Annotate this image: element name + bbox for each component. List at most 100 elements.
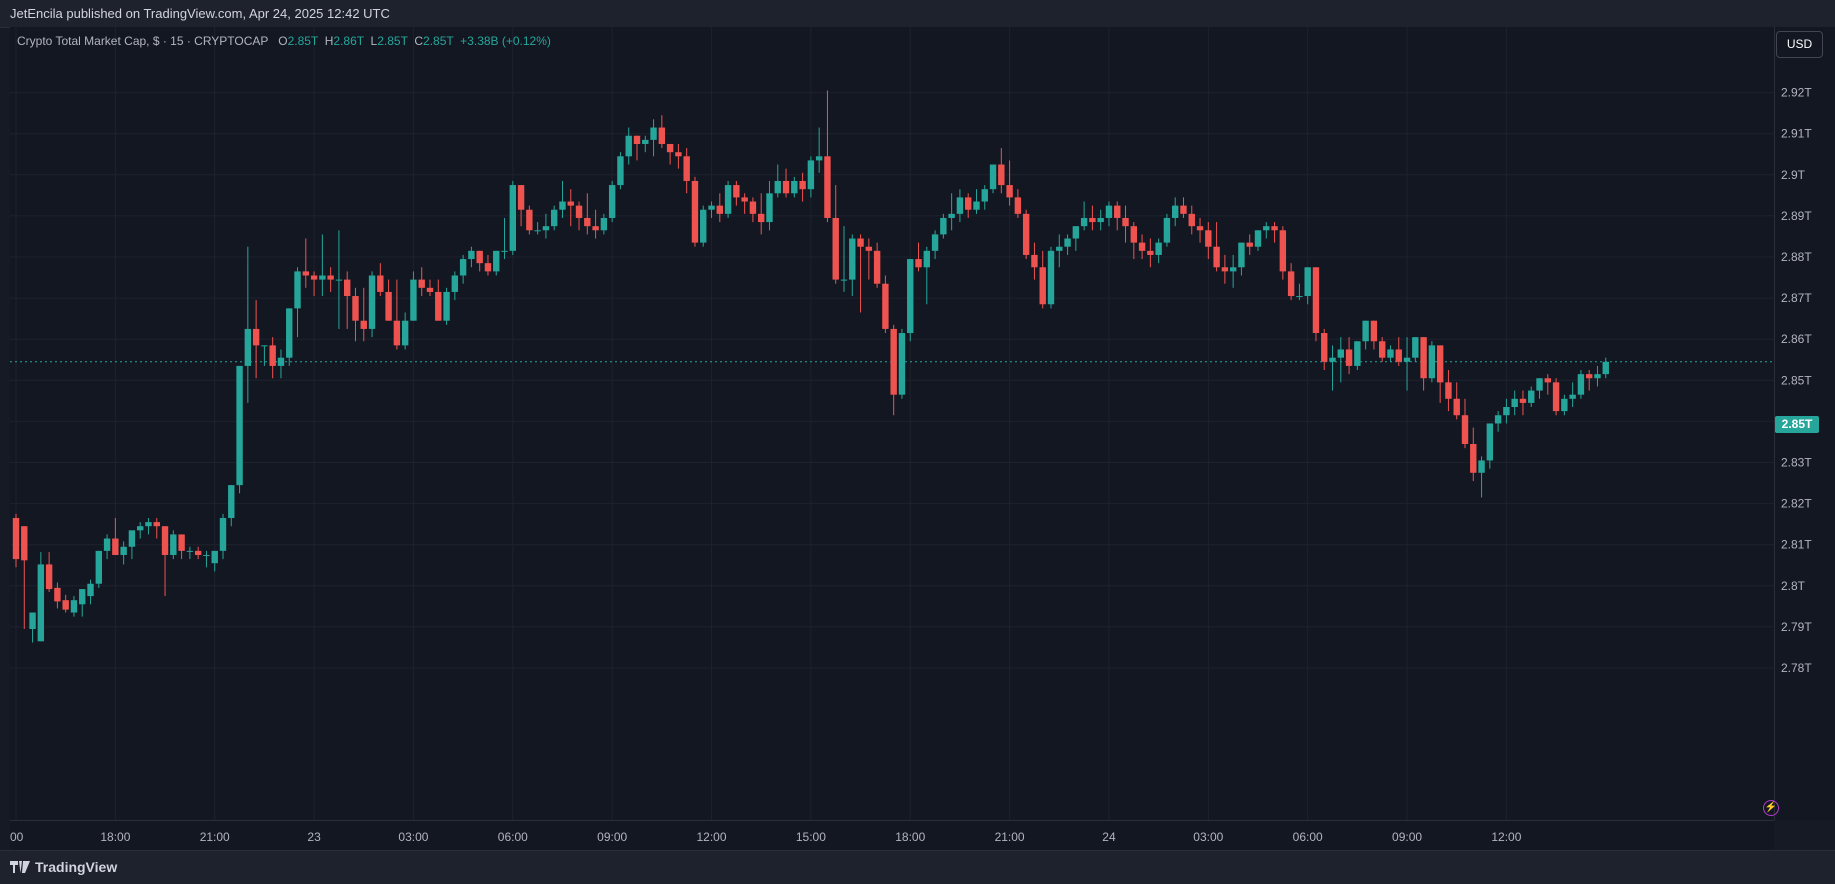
candle-body [584,217,591,227]
candle [1246,234,1253,255]
candle [410,271,417,321]
candle-body [824,156,831,218]
candle [29,612,36,643]
candle [70,596,78,617]
candle-body [708,205,715,210]
candle [1114,201,1121,231]
candle [567,189,574,227]
candle-body [1097,217,1104,223]
candle-body [724,185,732,214]
candle [526,205,533,235]
candle [1412,337,1419,362]
candle-body [1122,217,1129,227]
candle-body [493,250,500,272]
candle [534,222,541,235]
candle-body [857,238,864,247]
candle-body [302,271,309,276]
candle-body [426,287,434,292]
candle-body [1345,349,1353,366]
price-tick-label: 2.79T [1781,620,1812,634]
candle-body [1354,341,1361,366]
candle [344,271,351,329]
candle-body [1304,267,1311,297]
candle [1271,222,1278,243]
candle-body [1544,378,1551,383]
candle-body [683,156,690,181]
candle [1188,205,1195,235]
candle [1097,209,1104,231]
candle-body [410,279,417,321]
candle-body [1221,267,1229,272]
candle-body [1486,423,1494,461]
candle-body [352,296,359,321]
candle-body [1138,242,1146,251]
candle-body [691,180,699,243]
price-tick-label: 2.92T [1781,86,1812,100]
candle [1445,370,1452,412]
candle-body [956,197,964,214]
candle [236,365,243,494]
candle [244,246,252,403]
candle [1494,411,1502,432]
candle-body [443,291,450,321]
candle [377,263,384,297]
candle [37,552,45,642]
candle-body [534,230,541,232]
candle-body [923,250,930,268]
candle [733,180,740,206]
chart-pane[interactable] [10,27,1774,820]
candle [923,246,930,305]
candle [708,201,715,218]
publisher-text: JetEncila published on TradingView.com, … [10,6,390,21]
candle [1172,197,1179,227]
candle [1544,374,1551,395]
candle-body [294,271,301,309]
candle [857,234,864,313]
candle-body [1379,341,1386,358]
lightning-icon[interactable]: ⚡ [1763,800,1779,816]
candlestick-chart[interactable] [10,27,1774,820]
candle [1486,423,1494,469]
candle-body [484,263,492,272]
candle-body [791,180,798,194]
candle-body [87,583,94,597]
candle [1122,205,1129,243]
candle [54,582,61,609]
candle-body [211,550,218,564]
candle-body [608,185,616,218]
tradingview-logo[interactable]: TradingView [10,859,117,875]
candle-body [931,234,939,251]
time-tick-label: 18:00 [100,830,130,844]
candle [1321,328,1328,371]
chart-legend: Crypto Total Market Cap, $ · 15 · CRYPTO… [17,34,551,48]
candle [666,143,674,165]
candle-body [965,197,972,210]
candle-body [617,156,624,186]
candle [766,180,773,231]
currency-button[interactable]: USD [1776,31,1823,58]
candle-body [998,164,1005,186]
candle-body [418,279,425,288]
candle-body [782,180,790,194]
candle-body [70,600,78,613]
candle-body [1163,217,1171,243]
candle [965,193,972,218]
candle [1263,222,1270,239]
candle-body [1089,217,1096,223]
candle-body [1321,333,1328,362]
candle-body [1105,205,1113,218]
candle [128,530,136,560]
candle [493,250,500,276]
candle-body [873,250,881,284]
candle-body [840,279,848,281]
candle-body [1470,444,1477,473]
candle [1370,320,1378,350]
candle-body [567,201,574,206]
candle [691,176,699,247]
time-axis[interactable]: 00 18:00 21:00 23 03:00 06:00 09:00 12:00 15:00 1… [10,820,1774,851]
candle-body [1602,361,1609,375]
candle-body [1056,246,1063,251]
candle [1403,337,1411,391]
candle-body [633,135,641,144]
candle-body [948,213,955,218]
